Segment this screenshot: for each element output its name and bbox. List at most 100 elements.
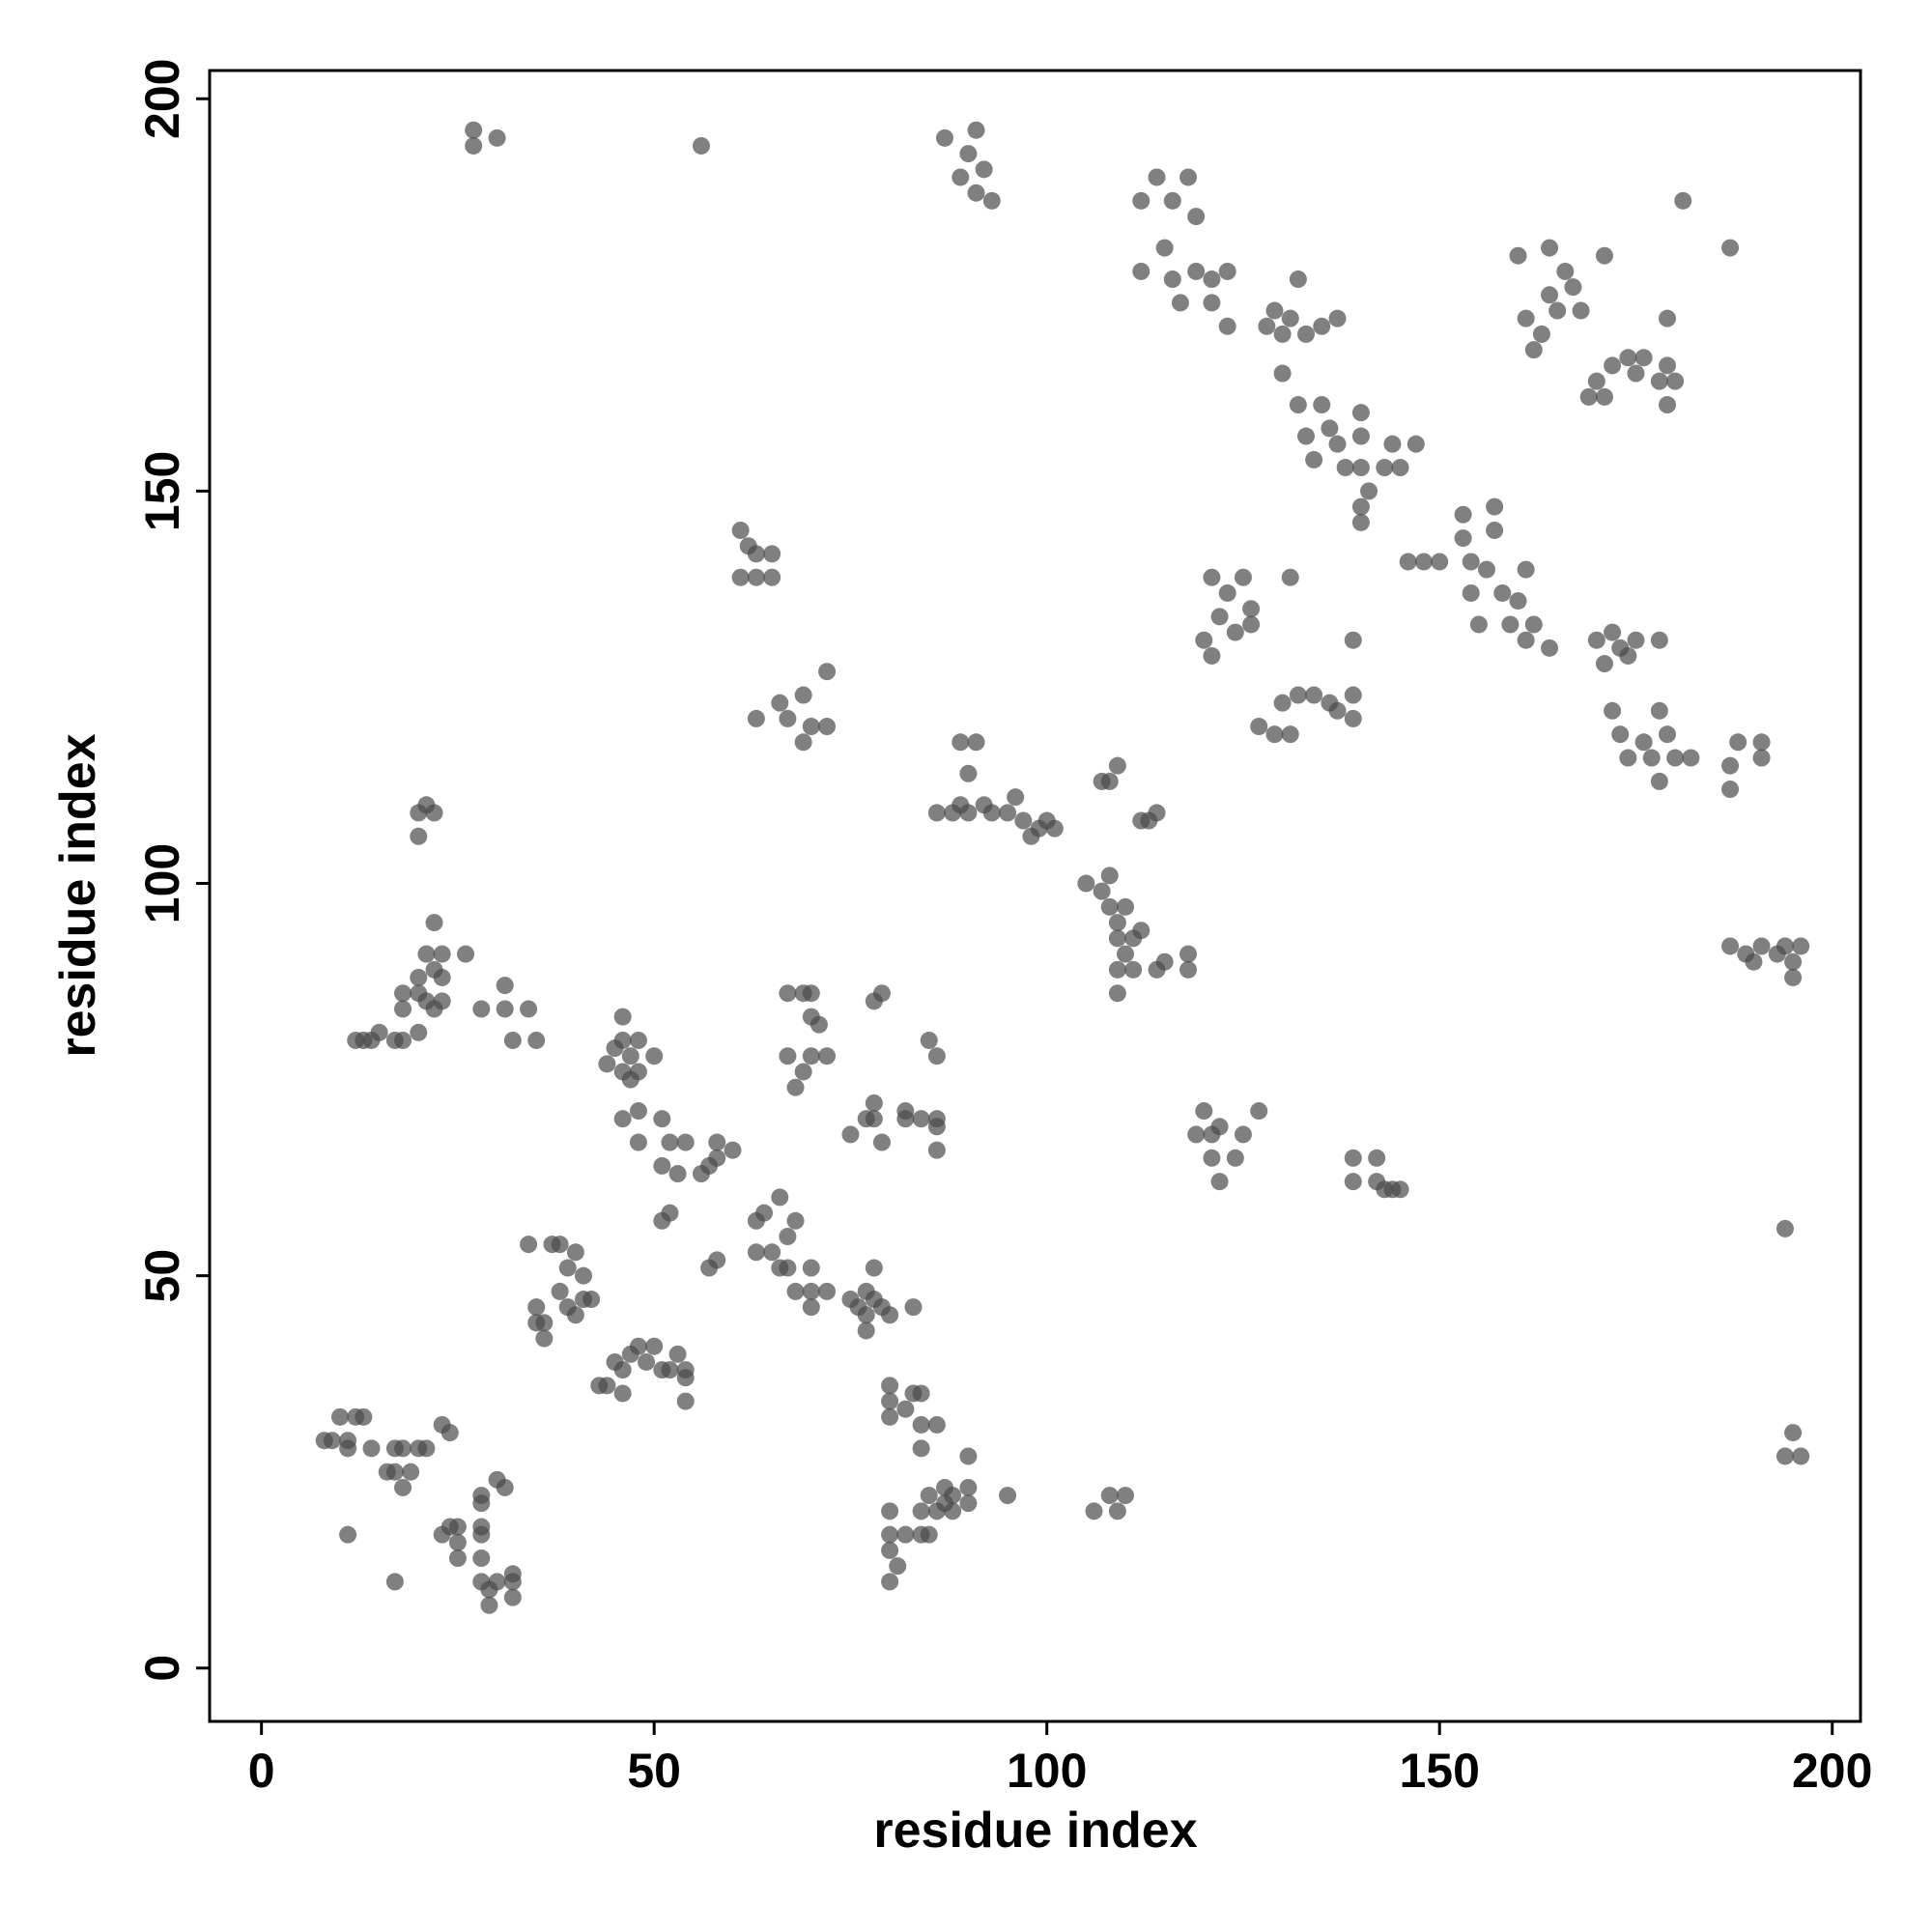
point — [1776, 1219, 1794, 1237]
point — [802, 1047, 820, 1065]
point — [920, 1525, 938, 1544]
point — [786, 1211, 805, 1230]
point — [881, 1306, 899, 1324]
point — [1007, 788, 1025, 807]
point — [692, 136, 710, 155]
point — [1242, 600, 1261, 618]
point — [912, 1384, 930, 1403]
point — [1541, 286, 1559, 304]
point — [1195, 631, 1213, 649]
point — [771, 1188, 789, 1207]
point — [1108, 914, 1126, 932]
point — [896, 1110, 915, 1128]
point — [1414, 553, 1433, 571]
point — [1721, 937, 1740, 955]
point — [1313, 396, 1331, 414]
point — [558, 1259, 577, 1277]
point — [927, 1415, 946, 1434]
point — [1195, 1102, 1213, 1121]
point — [1022, 827, 1040, 845]
point — [1273, 364, 1292, 383]
point — [959, 1494, 978, 1513]
point — [1650, 772, 1668, 790]
point — [881, 1377, 899, 1395]
point — [1619, 349, 1637, 367]
point — [488, 1573, 506, 1591]
point — [1116, 945, 1134, 963]
point — [779, 1259, 797, 1277]
point — [802, 984, 820, 1003]
point — [629, 1133, 647, 1151]
point — [1289, 686, 1307, 704]
point — [1604, 623, 1622, 641]
point — [1108, 756, 1126, 775]
point — [410, 984, 428, 1003]
point — [629, 1337, 647, 1355]
point — [881, 1502, 899, 1520]
point — [1486, 497, 1504, 516]
point — [1604, 701, 1622, 720]
x-tick-label: 50 — [627, 1744, 681, 1798]
point — [967, 121, 985, 139]
point — [362, 1439, 381, 1458]
point — [1627, 364, 1645, 383]
point — [881, 1573, 899, 1591]
point — [1517, 309, 1535, 327]
point — [1360, 482, 1378, 500]
point — [621, 1047, 639, 1065]
point — [920, 1487, 938, 1505]
point — [779, 1228, 797, 1246]
point — [1650, 701, 1668, 720]
point — [1462, 583, 1480, 602]
point — [1721, 781, 1740, 799]
point — [629, 1031, 647, 1049]
point — [1148, 168, 1166, 186]
point — [889, 1557, 907, 1576]
point — [527, 1031, 546, 1049]
point — [999, 804, 1017, 822]
point — [802, 718, 820, 736]
point — [896, 1400, 915, 1418]
point — [1328, 309, 1347, 327]
point — [440, 1424, 459, 1442]
point — [1289, 396, 1307, 414]
point — [865, 992, 883, 1010]
point — [394, 1031, 412, 1049]
point — [1729, 733, 1747, 752]
point — [1328, 701, 1347, 720]
point — [433, 945, 451, 963]
point — [1351, 513, 1370, 531]
point — [857, 1321, 875, 1340]
point — [841, 1125, 860, 1144]
x-axis-title: residue index — [873, 1803, 1197, 1859]
point — [810, 1015, 828, 1034]
point — [1391, 1180, 1409, 1199]
point — [1604, 356, 1622, 375]
point — [1116, 1487, 1134, 1505]
point — [1250, 1102, 1268, 1121]
point — [1462, 553, 1480, 571]
point — [645, 1337, 664, 1355]
point — [1784, 968, 1803, 986]
point — [1650, 631, 1668, 649]
point — [794, 686, 812, 704]
point — [1321, 419, 1339, 438]
point — [676, 1392, 695, 1410]
point — [1721, 239, 1740, 257]
point — [1045, 819, 1064, 838]
point — [1752, 749, 1771, 767]
point — [959, 145, 978, 163]
point — [1328, 435, 1347, 453]
point — [394, 984, 412, 1003]
point — [708, 1149, 726, 1167]
point — [1265, 725, 1284, 744]
point — [818, 1282, 837, 1300]
point — [394, 1439, 412, 1458]
point — [967, 733, 985, 752]
point — [865, 1110, 883, 1128]
point — [881, 1407, 899, 1426]
point — [1155, 952, 1174, 971]
point — [582, 1291, 601, 1309]
point — [488, 128, 506, 147]
point — [927, 1141, 946, 1159]
